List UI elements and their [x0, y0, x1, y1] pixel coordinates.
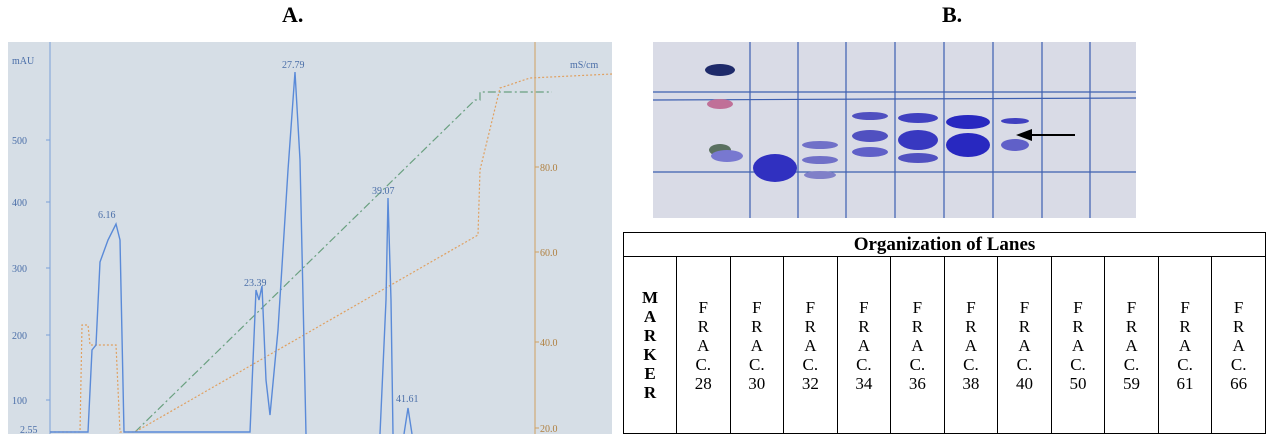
lane-text: A: [1212, 336, 1265, 355]
lane-text: R: [624, 383, 676, 402]
lane-text: 28: [677, 374, 730, 393]
lane-text: F: [1105, 298, 1158, 317]
lane-text: A: [731, 336, 784, 355]
lane-text: F: [1159, 298, 1212, 317]
y2-tick-label: 80.0: [540, 163, 558, 174]
lane-text: R: [731, 317, 784, 336]
lane-text: R: [624, 326, 676, 345]
lane-text: F: [784, 298, 837, 317]
lane-text: A: [784, 336, 837, 355]
lane-text: R: [838, 317, 891, 336]
peak-label: 2.55: [20, 425, 38, 434]
lane-text: R: [677, 317, 730, 336]
lane-text: 36: [891, 374, 944, 393]
lane-text: R: [1212, 317, 1265, 336]
y2-tick-label: 40.0: [540, 338, 558, 349]
lane-text: C.: [891, 355, 944, 374]
lane-text: 50: [1052, 374, 1105, 393]
peak-label: 27.79: [282, 60, 305, 71]
panel-label: B.: [942, 2, 962, 28]
lane-text: C.: [1212, 355, 1265, 374]
lane-text: M: [624, 288, 676, 307]
lane-text: 61: [1159, 374, 1212, 393]
lane-text: 66: [1212, 374, 1265, 393]
peak-label: 41.61: [396, 394, 419, 405]
lane-text: K: [624, 345, 676, 364]
lane-text: F: [677, 298, 730, 317]
lane-text: R: [1159, 317, 1212, 336]
table-title: Organization of Lanes: [624, 233, 1266, 257]
background: [8, 42, 612, 434]
lane-text: A: [998, 336, 1051, 355]
gel-image: [653, 42, 1136, 218]
y-axis-label: mAU: [12, 56, 35, 67]
lane-text: 59: [1105, 374, 1158, 393]
lane-text: C.: [677, 355, 730, 374]
lane-text: A: [1052, 336, 1105, 355]
lane-text: A: [838, 336, 891, 355]
chromatogram: mAU mS/cm 500 400 300 200 100 80.0 60.0 40.0 20.…: [8, 42, 612, 434]
lane-text: F: [731, 298, 784, 317]
lane-text: R: [891, 317, 944, 336]
lane-text: R: [998, 317, 1051, 336]
y-tick-label: 400: [12, 198, 27, 209]
y-tick-label: 100: [12, 396, 27, 407]
lane-text: A: [945, 336, 998, 355]
lane-text: F: [945, 298, 998, 317]
y-tick-label: 500: [12, 136, 27, 147]
lane-text: A: [891, 336, 944, 355]
lane-text: 34: [838, 374, 891, 393]
y-tick-label: 200: [12, 331, 27, 342]
lane-text: E: [624, 364, 676, 383]
y2-axis-label: mS/cm: [570, 60, 599, 71]
peak-label: 23.39: [244, 278, 267, 289]
peak-label: 39.07: [372, 186, 395, 197]
lane-text: F: [1052, 298, 1105, 317]
lane-text: C.: [731, 355, 784, 374]
lane-text: F: [998, 298, 1051, 317]
lane-text: 40: [998, 374, 1051, 393]
lane-text: R: [1052, 317, 1105, 336]
y-tick-label: 300: [12, 264, 27, 275]
lane-text: A: [1159, 336, 1212, 355]
lane-text: A: [1105, 336, 1158, 355]
lane-text: 32: [784, 374, 837, 393]
lane-text: F: [891, 298, 944, 317]
lane-text: C.: [1159, 355, 1212, 374]
lane-cell: FRAC.28: [677, 257, 731, 434]
lane-text: R: [784, 317, 837, 336]
lane-text: R: [1105, 317, 1158, 336]
lane-text: A: [624, 307, 676, 326]
lane-text: R: [945, 317, 998, 336]
peak-label: 6.16: [98, 210, 116, 221]
lane-text: C.: [998, 355, 1051, 374]
lane-text: A: [677, 336, 730, 355]
page: A. B. mAU mS/cm 500 400 300 200 100 80.0 60.0 4…: [0, 0, 1268, 434]
lane-text: C.: [1052, 355, 1105, 374]
y2-tick-label: 20.0: [540, 424, 558, 434]
lane-text: C.: [838, 355, 891, 374]
y2-tick-label: 60.0: [540, 248, 558, 259]
lane-text: F: [1212, 298, 1265, 317]
panel-label: A.: [282, 2, 303, 28]
lane-text: 38: [945, 374, 998, 393]
lane-text: F: [838, 298, 891, 317]
lane-text: 30: [731, 374, 784, 393]
lane-text: C.: [945, 355, 998, 374]
lane-text: C.: [1105, 355, 1158, 374]
lane-text: C.: [784, 355, 837, 374]
